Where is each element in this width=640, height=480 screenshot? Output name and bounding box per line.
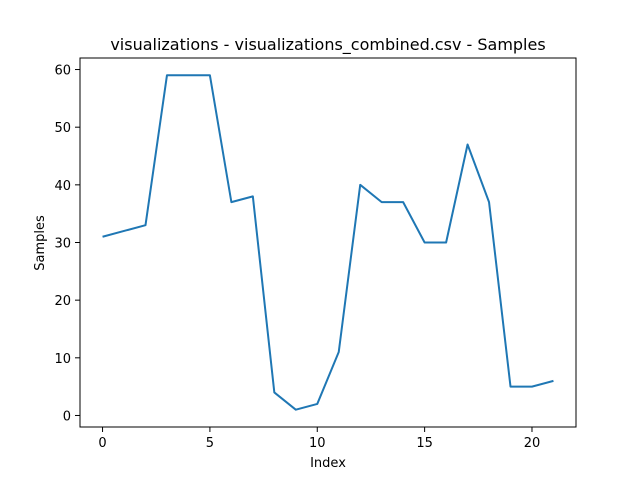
chart-title: visualizations - visualizations_combined… (110, 35, 545, 55)
y-tick-label: 60 (54, 64, 71, 79)
x-tick-label: 0 (98, 436, 106, 451)
y-tick-label: 0 (63, 409, 71, 424)
y-tick-label: 40 (54, 179, 71, 194)
x-tick-label: 5 (206, 436, 214, 451)
plot-frame (79, 57, 577, 428)
x-axis: 0 5 10 15 20 (98, 427, 540, 451)
series-line (102, 74, 554, 411)
y-tick-label: 50 (54, 121, 71, 136)
plot-area (102, 74, 554, 411)
x-tick-label: 15 (416, 436, 433, 451)
x-axis-title: Index (310, 456, 346, 471)
y-tick-label: 10 (54, 352, 71, 367)
y-axis-title: Samples (33, 215, 48, 271)
x-tick-label: 20 (524, 436, 541, 451)
y-axis: 0 10 20 30 40 50 60 (54, 64, 80, 424)
y-tick-label: 20 (54, 294, 71, 309)
y-tick-label: 30 (54, 237, 71, 252)
x-tick-label: 10 (309, 436, 326, 451)
